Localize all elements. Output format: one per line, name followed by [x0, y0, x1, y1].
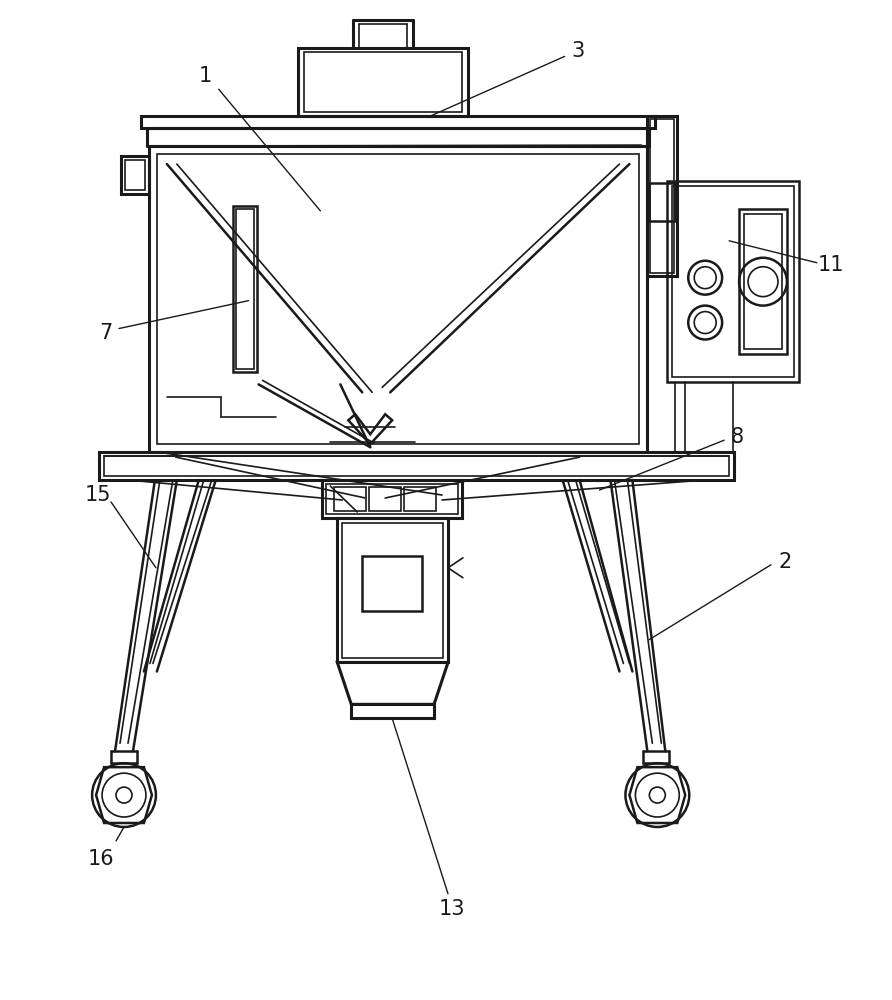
Text: 16: 16: [87, 849, 114, 869]
Bar: [667, 181, 799, 382]
Bar: [326, 484, 458, 514]
Bar: [404, 487, 436, 511]
Bar: [343, 523, 443, 658]
Bar: [648, 116, 677, 276]
Text: 7: 7: [99, 323, 112, 343]
Text: 3: 3: [571, 41, 584, 61]
Bar: [235, 209, 253, 369]
Bar: [141, 116, 656, 128]
Bar: [744, 214, 782, 349]
Bar: [362, 556, 422, 611]
Text: 1: 1: [199, 66, 212, 86]
Bar: [739, 209, 787, 354]
Bar: [125, 160, 145, 190]
Bar: [233, 206, 257, 372]
Bar: [337, 518, 448, 662]
Bar: [322, 480, 462, 518]
Bar: [299, 48, 468, 116]
Bar: [157, 154, 640, 444]
Bar: [650, 119, 674, 273]
Bar: [304, 52, 462, 112]
Bar: [649, 183, 675, 221]
Bar: [99, 452, 734, 480]
Bar: [104, 456, 729, 476]
Polygon shape: [348, 414, 392, 444]
Polygon shape: [337, 662, 448, 704]
Text: 11: 11: [818, 255, 844, 275]
Text: 2: 2: [779, 552, 791, 572]
Bar: [121, 156, 149, 194]
Text: 8: 8: [731, 427, 744, 447]
Bar: [351, 704, 434, 718]
Text: 13: 13: [439, 899, 466, 919]
Bar: [149, 146, 648, 452]
Text: 15: 15: [85, 485, 112, 505]
Bar: [369, 487, 401, 511]
Bar: [673, 186, 794, 377]
Bar: [334, 487, 367, 511]
